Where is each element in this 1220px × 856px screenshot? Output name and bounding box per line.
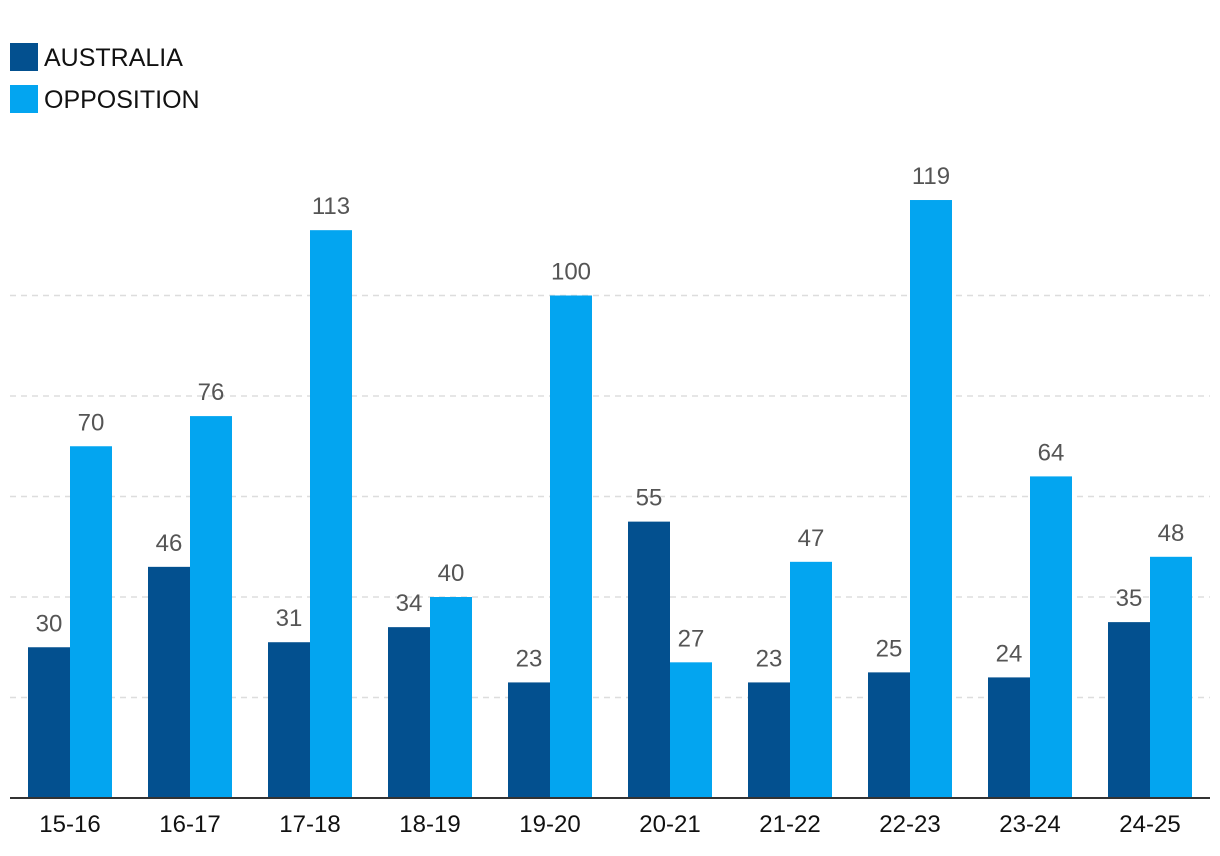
legend-swatch-opposition <box>10 85 38 113</box>
bar-australia-17-18 <box>268 642 310 798</box>
x-tick-label: 15-16 <box>39 811 100 838</box>
bar-australia-16-17 <box>148 566 190 798</box>
bar-opposition-16-17 <box>190 416 232 798</box>
bar-opposition-23-24 <box>1030 476 1072 798</box>
data-label-opposition-24-25: 48 <box>1158 520 1185 547</box>
bars <box>28 200 1192 799</box>
legend-label-opposition: OPPOSITION <box>44 86 200 114</box>
data-label-opposition-17-18: 113 <box>312 193 350 220</box>
x-tick-label: 20-21 <box>639 811 700 838</box>
bar-australia-23-24 <box>988 677 1030 798</box>
data-label-australia-18-19: 34 <box>396 590 423 617</box>
data-label-australia-24-25: 35 <box>1116 585 1143 612</box>
data-label-australia-23-24: 24 <box>996 640 1023 667</box>
bar-opposition-15-16 <box>70 446 112 798</box>
data-label-opposition-21-22: 47 <box>798 525 825 552</box>
x-tick-label: 19-20 <box>519 811 580 838</box>
x-tick-label: 21-22 <box>759 811 820 838</box>
data-label-australia-16-17: 46 <box>156 530 183 557</box>
data-label-opposition-16-17: 76 <box>198 379 225 406</box>
bar-australia-20-21 <box>628 521 670 798</box>
data-label-opposition-19-20: 100 <box>551 259 591 286</box>
x-tick-label: 16-17 <box>159 811 220 838</box>
legend-swatch-australia <box>10 43 38 71</box>
bar-opposition-24-25 <box>1150 556 1192 798</box>
data-label-australia-17-18: 31 <box>276 605 303 632</box>
bar-opposition-21-22 <box>790 561 832 798</box>
legend-label-australia: AUSTRALIA <box>44 44 183 72</box>
x-tick-label: 18-19 <box>399 811 460 838</box>
bar-australia-19-20 <box>508 682 550 798</box>
x-tick-labels: 15-16 16-17 17-18 18-19 19-20 20-21 21-22 22-23… <box>39 811 1180 838</box>
x-tick-label: 22-23 <box>879 811 940 838</box>
bar-australia-18-19 <box>388 627 430 798</box>
data-label-australia-19-20: 23 <box>516 645 543 672</box>
bar-opposition-18-19 <box>430 597 472 798</box>
bar-australia-15-16 <box>28 647 70 798</box>
data-label-opposition-22-23: 119 <box>912 163 950 190</box>
data-label-opposition-23-24: 64 <box>1038 439 1065 466</box>
bar-opposition-22-23 <box>910 200 952 798</box>
bar-australia-21-22 <box>748 682 790 798</box>
data-label-opposition-15-16: 70 <box>78 409 105 436</box>
data-label-australia-15-16: 30 <box>36 610 63 637</box>
data-label-australia-21-22: 23 <box>756 645 783 672</box>
x-tick-label: 23-24 <box>999 811 1060 838</box>
data-label-australia-20-21: 55 <box>636 485 663 512</box>
data-label-australia-22-23: 25 <box>876 635 903 662</box>
bar-australia-24-25 <box>1108 622 1150 798</box>
bar-opposition-19-20 <box>550 295 592 798</box>
legend: AUSTRALIA OPPOSITION <box>10 43 200 114</box>
x-tick-label: 17-18 <box>279 811 340 838</box>
bar-australia-22-23 <box>868 672 910 798</box>
data-labels: 30 70 46 76 31 113 34 40 23 100 55 27 23 47 25 119 24 64 3… <box>36 163 1185 672</box>
data-label-opposition-18-19: 40 <box>438 560 465 587</box>
bar-opposition-17-18 <box>310 230 352 799</box>
data-label-opposition-20-21: 27 <box>678 625 705 652</box>
bar-opposition-20-21 <box>670 662 712 798</box>
x-tick-label: 24-25 <box>1119 811 1180 838</box>
